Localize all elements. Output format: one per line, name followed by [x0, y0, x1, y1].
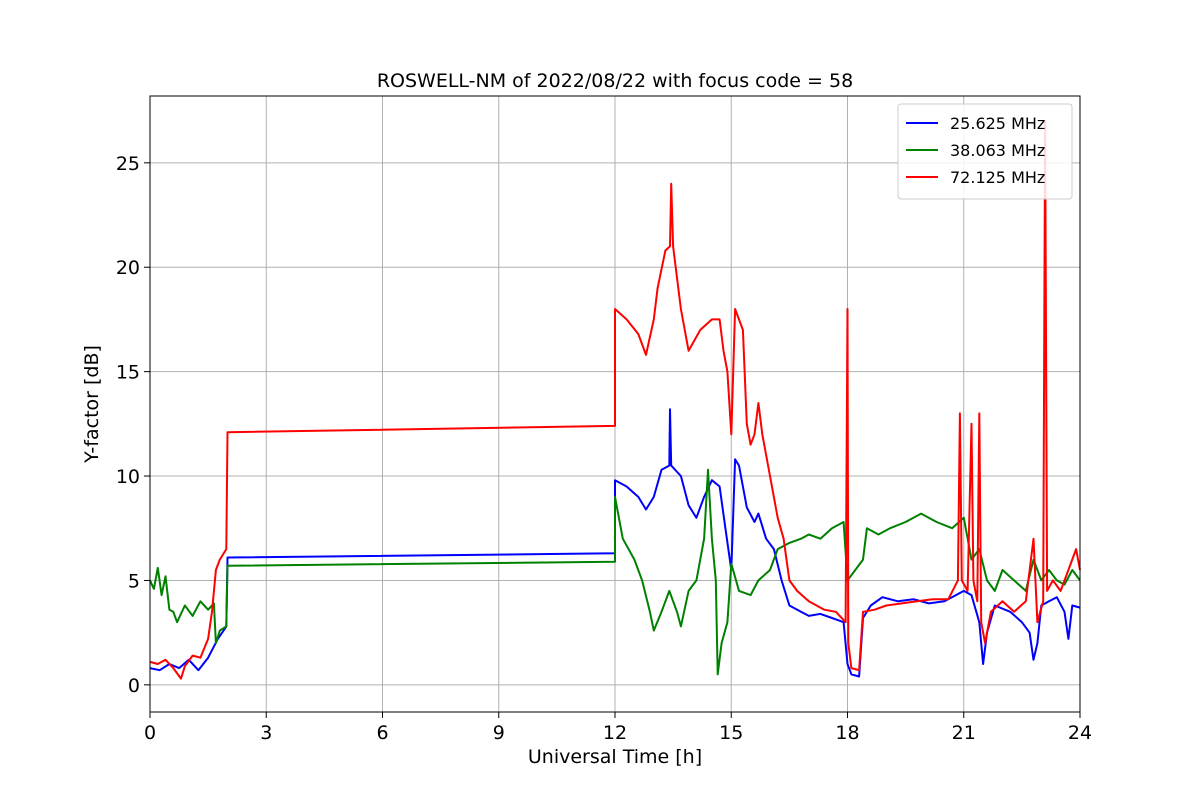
- x-tick-label: 21: [952, 722, 976, 744]
- x-tick-label: 24: [1068, 722, 1092, 744]
- legend: 25.625 MHz 38.063 MHz 72.125 MHz: [897, 103, 1073, 200]
- legend-entry: 25.625 MHz: [950, 114, 1045, 133]
- x-tick-label: 12: [603, 722, 627, 744]
- x-tick-label: 6: [376, 722, 388, 744]
- x-tick-label: 18: [835, 722, 859, 744]
- axis-ticks: 0 3 6 9 12 15 18 21 24 0 5 10 15 20 25: [116, 153, 1092, 744]
- legend-entry: 38.063 MHz: [950, 141, 1045, 160]
- y-tick-label: 5: [128, 570, 140, 592]
- y-tick-label: 20: [116, 257, 140, 279]
- series-lines: [149, 120, 1081, 680]
- legend-entry: 72.125 MHz: [950, 168, 1045, 187]
- y-tick-label: 25: [116, 153, 140, 175]
- series-line-3: [149, 120, 1081, 680]
- x-tick-label: 3: [260, 722, 272, 744]
- y-tick-label: 15: [116, 362, 140, 384]
- x-axis-label: Universal Time [h]: [528, 746, 702, 768]
- x-tick-label: 9: [493, 722, 505, 744]
- y-axis-label: Y-factor [dB]: [81, 345, 103, 464]
- chart-title: ROSWELL-NM of 2022/08/22 with focus code…: [377, 70, 853, 92]
- legend-box: [897, 103, 1073, 200]
- x-tick-label: 15: [719, 722, 743, 744]
- x-tick-label: 0: [144, 722, 156, 744]
- y-tick-label: 0: [128, 675, 140, 697]
- y-tick-label: 10: [116, 466, 140, 488]
